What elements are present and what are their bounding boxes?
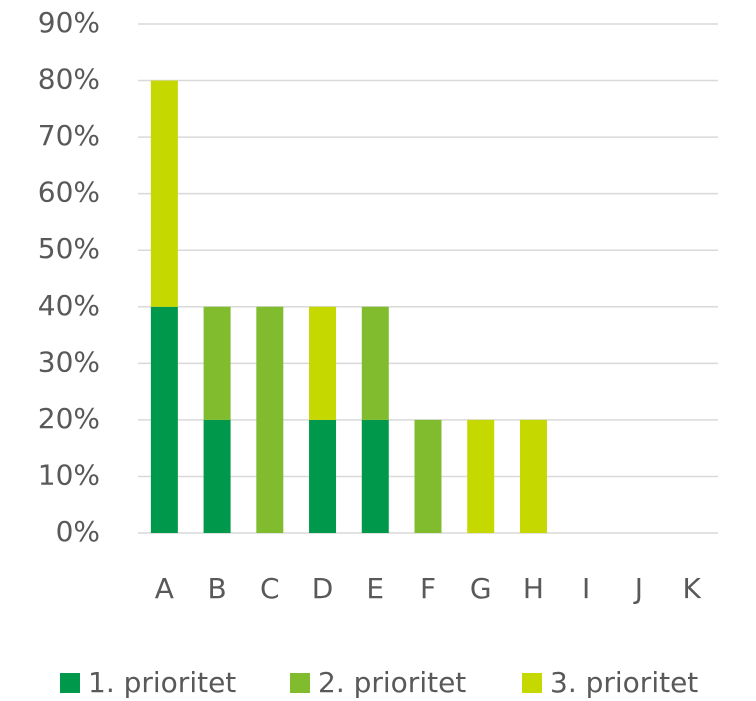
legend-swatch: [290, 673, 310, 693]
x-tick-label: H: [523, 572, 544, 605]
legend-swatch: [522, 673, 542, 693]
x-tick-label: F: [420, 572, 436, 605]
x-tick-label: K: [682, 572, 701, 605]
x-tick-label: G: [470, 572, 492, 605]
y-tick-label: 30%: [38, 345, 100, 378]
x-tick-label: I: [582, 572, 590, 605]
legend-swatch: [60, 673, 80, 693]
legend-label: 2. prioritet: [318, 666, 466, 699]
bar-segment: [150, 80, 178, 307]
y-tick-label: 20%: [38, 402, 100, 435]
legend-label: 3. prioritet: [550, 666, 698, 699]
x-tick-label: A: [155, 572, 174, 605]
bar-segment: [519, 419, 547, 533]
y-tick-label: 70%: [38, 119, 100, 152]
x-tick-label: C: [260, 572, 280, 605]
y-tick-label: 90%: [38, 6, 100, 39]
bar-segment: [361, 419, 389, 533]
bar-segment: [203, 419, 231, 533]
bar-segment: [256, 306, 284, 533]
y-tick-label: 0%: [56, 515, 100, 548]
legend-label: 1. prioritet: [88, 666, 236, 699]
y-tick-label: 50%: [38, 232, 100, 265]
bar-segment: [309, 419, 337, 533]
bar-segment: [150, 306, 178, 533]
bar-segment: [414, 419, 442, 533]
bar-segment: [361, 306, 389, 420]
y-tick-label: 80%: [38, 63, 100, 96]
bar-segment: [203, 306, 231, 420]
x-tick-label: B: [207, 572, 226, 605]
bar-segment: [467, 419, 495, 533]
x-tick-label: D: [312, 572, 334, 605]
x-tick-label: J: [633, 572, 643, 605]
x-tick-label: E: [366, 572, 384, 605]
bar-segment: [309, 306, 337, 420]
y-tick-label: 60%: [38, 176, 100, 209]
y-tick-label: 10%: [38, 458, 100, 491]
y-tick-label: 40%: [38, 289, 100, 322]
